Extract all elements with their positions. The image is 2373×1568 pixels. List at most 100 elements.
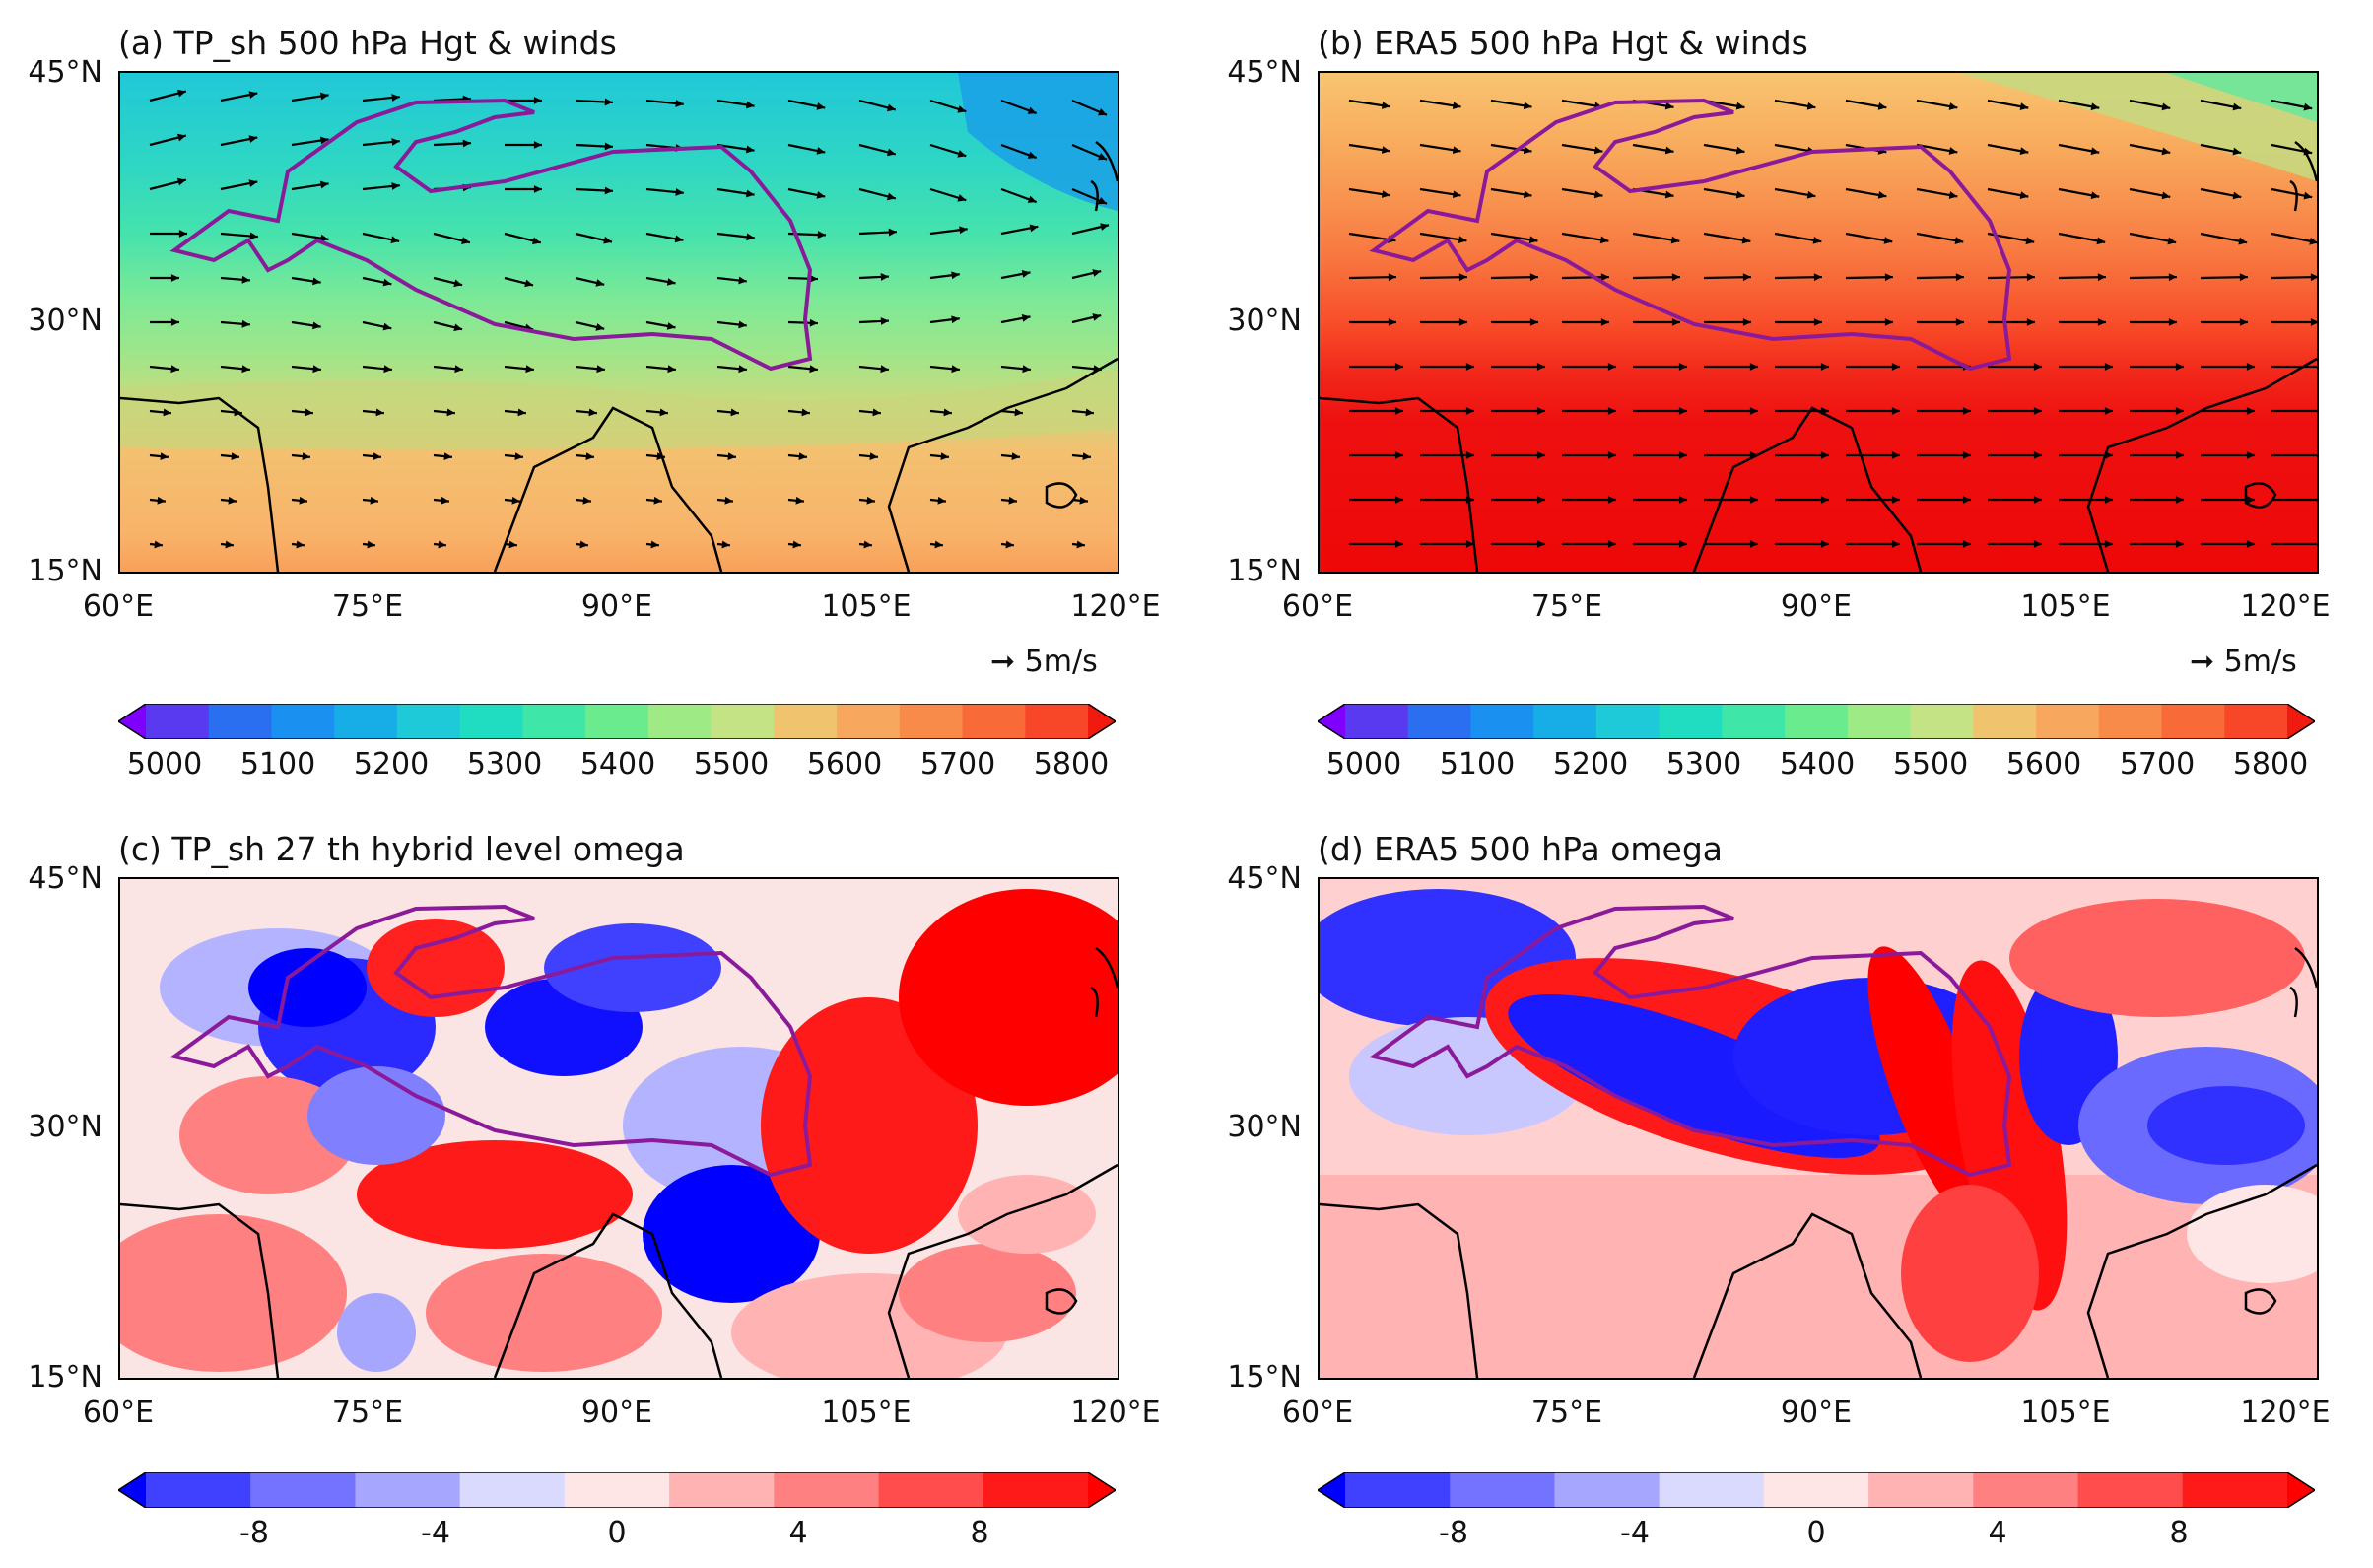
wind-arrow-head [816,191,826,199]
wind-arrow-head [730,408,739,417]
wind-arrow-head [2246,407,2255,415]
wind-arrow-head [959,226,968,235]
wind-arrow-head [1806,102,1816,110]
wind-arrow-head [2168,273,2177,282]
wind-arrow-head [1008,496,1017,505]
wind-arrow-head [1092,313,1102,321]
wind-arrow-head [801,408,810,417]
wind-arrow-head [1022,365,1031,374]
wind-arrow-head [1536,363,1545,371]
colorbar-segment [355,1472,461,1508]
omega-tick: 0 [607,1516,627,1550]
coastline-a [120,357,1118,572]
wind-arrow-head [1523,146,1532,155]
wind-arrow-head [951,271,960,280]
wind-arrow-head [532,237,541,245]
wind-arrow-head [745,101,755,109]
wind-arrow-head [1465,540,1474,548]
wind-arrow-head [2167,237,2177,245]
wind-arrow-head [1029,224,1039,233]
wind-arrow-head [1678,407,1687,415]
wind-arrow-head [228,496,237,505]
wind-arrow-head [1735,146,1745,155]
wind-arrow-head [1607,363,1616,371]
panel-d-map [1318,877,2319,1380]
wind-arrow-head [1806,190,1816,199]
wind-arrow-head [1820,451,1829,459]
hgt-colorbar-b [1316,703,2317,743]
wind-arrow-head [863,540,872,549]
wind-arrow-head [816,147,826,155]
wind-arrow-head [1670,236,1680,244]
wind-arrow-head [248,91,258,99]
a-lon-105: 105°E [821,589,912,624]
wind-arrow-head [446,408,455,417]
d-lon-90: 90°E [1780,1396,1853,1430]
wind-arrow-head [2309,237,2317,245]
colorbar-segment [669,1472,775,1508]
b-lon-60: 60°E [1281,589,1354,624]
wind-arrow-head [443,452,452,460]
omega-tick: 4 [1988,1516,2007,1550]
colorbar-extend-high [1088,1472,1116,1508]
wind-key-arrow-icon: ➞ [2190,645,2215,679]
wind-key-arrow-icon: ➞ [990,645,1016,679]
wind-arrow-head [2175,496,2184,504]
wind-arrow-head [1021,270,1031,278]
wind-arrow-head [1891,407,1900,415]
d-lat-30: 30°N [1227,1110,1302,1144]
colorbar-segment [878,1472,984,1508]
wind-arrow-head [1812,236,1822,244]
wind-arrow-head [312,277,321,286]
tibetan-plateau-outline-a [170,98,813,372]
wind-arrow-head [745,145,755,154]
wind-arrow-head [312,365,321,374]
wind-arrow-head [937,496,946,505]
omega-tick: 8 [970,1516,989,1550]
wind-arrow-head [367,540,375,549]
wind-arrow-head [1678,496,1687,504]
wind-arrow-head [809,365,818,374]
wind-arrow-head [2246,540,2255,548]
wind-arrow-head [1749,496,1758,504]
hgt-tick: 5800 [2232,747,2309,782]
wind-arrow-head [319,136,329,145]
colorbar-segment [983,1472,1089,1508]
wind-arrow-head [869,452,878,460]
wind-arrow-head [1962,451,1971,459]
wind-arrow-head [1381,190,1390,198]
wind-arrow-head [176,133,186,142]
wind-arrow-head [724,496,733,505]
wind-arrow-head [886,103,896,112]
wind-arrow-head [1955,273,1964,282]
wind-arrow-head [1027,106,1037,114]
wind-arrow-head [1891,363,1900,371]
wind-arrow-head [1529,318,1538,326]
colorbar-segment [899,704,964,739]
tibetan-plateau-outline-d [1369,904,2012,1178]
wind-arrow-head [2232,147,2242,156]
wind-arrow-head [525,365,534,374]
panel-d-title: (d) ERA5 500 hPa omega [1318,830,1724,868]
wind-arrow-head [1742,273,1751,282]
wind-arrow-head [866,496,875,505]
wind-arrow-head [1027,195,1037,203]
wind-arrow-head [1891,540,1900,548]
wind-arrow-head [517,408,526,417]
wind-arrow-head [382,322,392,331]
wind-arrow-head [1388,273,1396,282]
tibetan-plateau-outline-b [1369,98,2012,372]
wind-arrow-head [1465,451,1474,459]
wind-arrow-head [462,139,471,148]
wind-arrow-head [738,276,747,285]
wind-arrow-head [934,540,943,549]
wind-arrow-head [2104,540,2113,548]
a-lat-30: 30°N [28,304,102,338]
wind-arrow-head [1735,190,1745,199]
wind-arrow-head [880,317,889,325]
wind-arrow-head [370,496,378,505]
c-lat-30: 30°N [28,1110,102,1144]
colorbar-segment [1785,704,1849,739]
d-lon-75: 75°E [1530,1396,1603,1430]
omega-tick: 4 [788,1516,808,1550]
